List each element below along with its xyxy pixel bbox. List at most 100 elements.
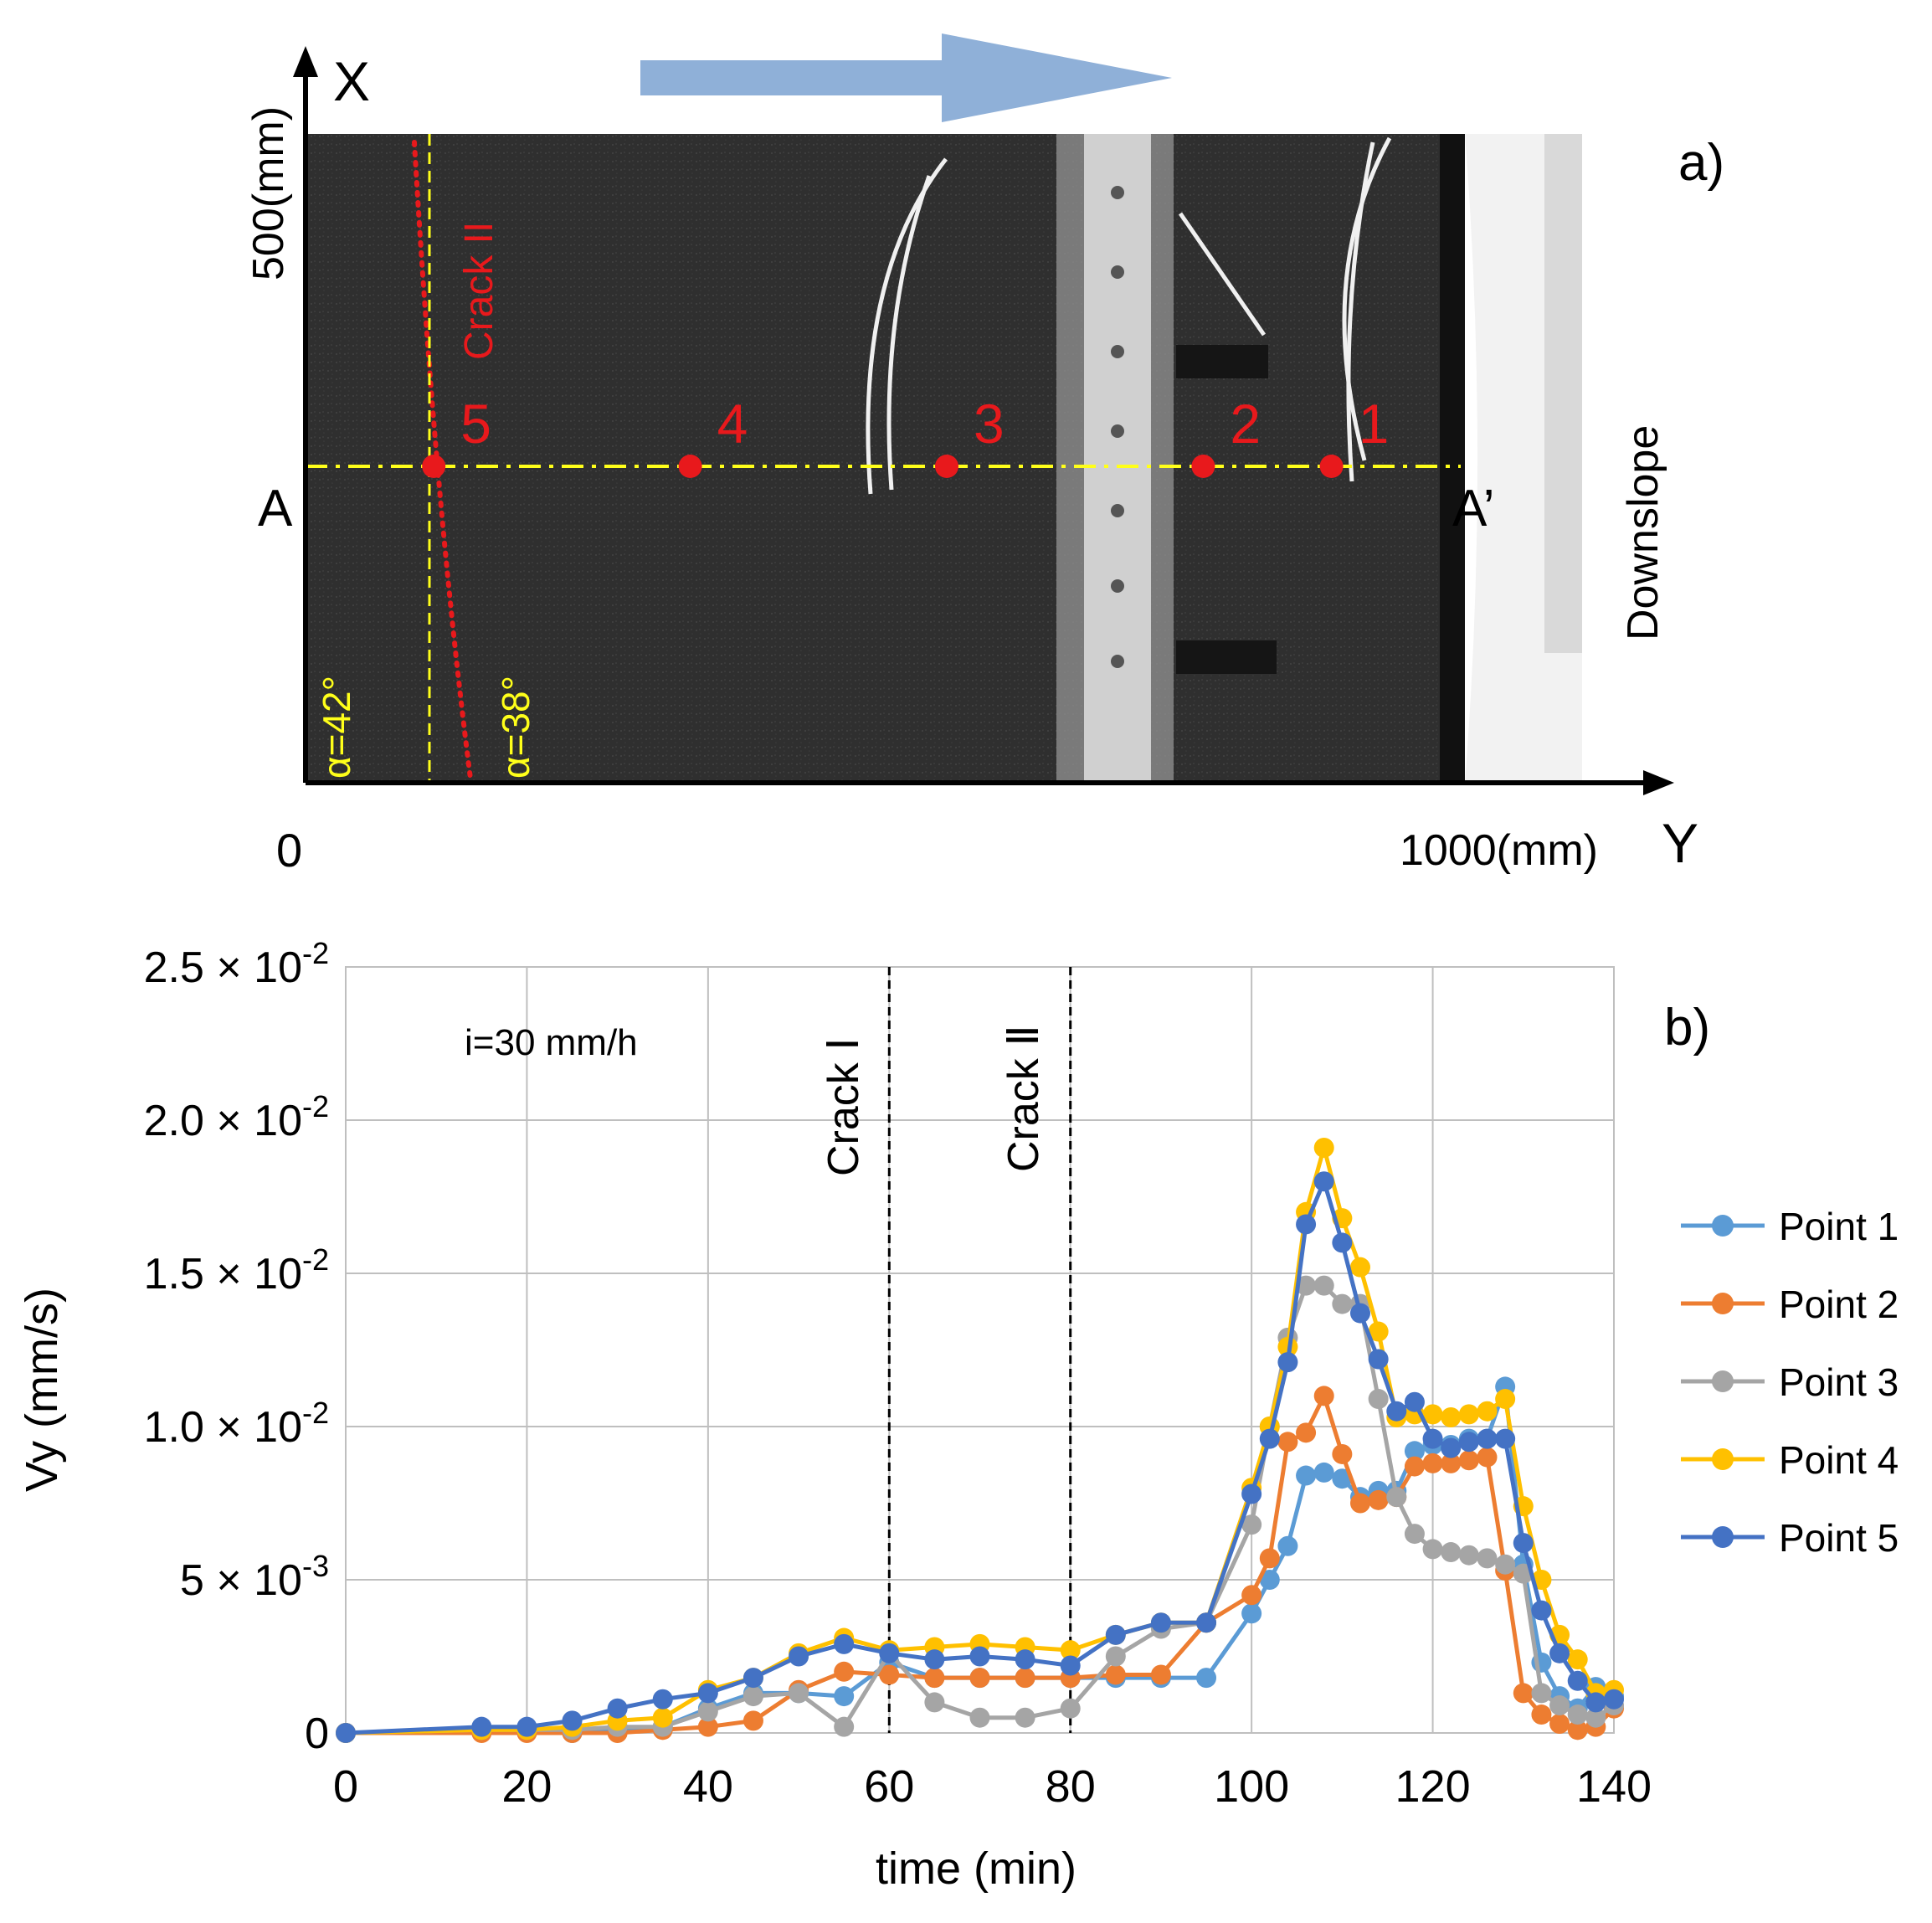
series-5-point	[1296, 1214, 1317, 1235]
series-3-point	[1241, 1514, 1262, 1535]
series-2-point	[924, 1668, 945, 1689]
series-3-point	[1105, 1646, 1126, 1667]
axis-y-letter: Y	[1662, 812, 1698, 874]
series-5-point	[1458, 1432, 1479, 1453]
point-3-marker	[935, 455, 958, 478]
series-5-point	[1015, 1649, 1035, 1670]
series-1-point	[1296, 1465, 1317, 1486]
rain-annotation: i=30 mm/h	[465, 1022, 638, 1063]
downslope-label: Downslope	[1619, 425, 1667, 640]
panel-a-label: a)	[1678, 134, 1724, 192]
x-tick-label: 120	[1395, 1761, 1471, 1812]
series-4-point	[1060, 1640, 1081, 1661]
downslope-end-texture	[1544, 134, 1582, 653]
series-5-point	[516, 1716, 537, 1737]
y-tick-label: 1.5 × 10-2	[144, 1242, 329, 1298]
series-3-point	[1549, 1695, 1570, 1716]
series-5-point	[1196, 1612, 1217, 1633]
series-5-point	[1604, 1689, 1624, 1710]
legend-label: Point 1	[1779, 1205, 1899, 1248]
series-5-point	[562, 1710, 583, 1731]
section-start-label: A	[258, 480, 293, 537]
series-3-point	[789, 1683, 809, 1704]
x-extent-label: 500(mm)	[244, 106, 293, 280]
point-3-label: 3	[974, 393, 1005, 455]
series-5-point	[697, 1683, 718, 1704]
series-2-point	[1259, 1548, 1280, 1569]
legend-label: Point 5	[1779, 1516, 1899, 1560]
slope-edge	[1440, 134, 1465, 783]
panel-a-x-axis-arrow	[293, 46, 318, 77]
series-1-point	[1241, 1603, 1262, 1624]
y-extent-label: 1000(mm)	[1400, 826, 1598, 875]
series-3-point	[924, 1692, 945, 1713]
series-4-point	[652, 1707, 673, 1728]
angle-right-label: α=38°	[494, 676, 537, 779]
angle-left-label: α=42°	[315, 676, 358, 779]
point-5-marker	[422, 455, 446, 478]
series-5-point	[1404, 1391, 1425, 1412]
panel-a-y-axis-arrow	[1643, 770, 1674, 795]
instrument-holes	[1111, 186, 1124, 668]
series-5-point	[1241, 1483, 1262, 1504]
x-tick-label: 80	[1046, 1761, 1096, 1812]
point-2-marker	[1191, 455, 1215, 478]
series-5-point	[1259, 1428, 1280, 1449]
series-2-point	[1241, 1585, 1262, 1606]
chart-grid	[345, 966, 1615, 1734]
series-3-point	[969, 1707, 990, 1728]
series-2-point	[1549, 1714, 1570, 1735]
chart-series	[336, 1137, 1624, 1743]
x-tick-label: 0	[333, 1761, 358, 1812]
series-2-point	[1441, 1453, 1462, 1473]
y-tick-label: 2.5 × 10-2	[144, 936, 329, 992]
x-tick-label: 100	[1214, 1761, 1289, 1812]
series-3-point	[1060, 1698, 1081, 1719]
x-tick-label: 140	[1576, 1761, 1652, 1812]
legend-label: Point 2	[1779, 1283, 1899, 1326]
legend-label: Point 4	[1779, 1438, 1899, 1482]
series-2-point	[1350, 1493, 1370, 1514]
series-2-point	[1150, 1664, 1171, 1685]
series-5-point	[1513, 1533, 1534, 1554]
series-5-point	[1060, 1655, 1081, 1676]
series-5-point	[1277, 1352, 1298, 1373]
series-4-point	[1350, 1257, 1370, 1278]
series-4-point	[1313, 1137, 1334, 1158]
section-end-label: A’	[1452, 480, 1495, 537]
series-2-point	[1313, 1386, 1334, 1406]
series-3-point	[1015, 1707, 1035, 1728]
legend-marker	[1712, 1448, 1734, 1470]
panel-b-label: b)	[1664, 999, 1710, 1057]
series-2-point	[1105, 1664, 1126, 1685]
series-3-point	[834, 1716, 855, 1737]
series-5-point	[969, 1646, 990, 1667]
series-4-point	[1567, 1649, 1588, 1670]
series-5-point	[471, 1716, 492, 1737]
series-2-point	[1513, 1683, 1534, 1704]
series-3-point	[1404, 1524, 1425, 1545]
series-5-point	[789, 1646, 809, 1667]
series-3-point	[1368, 1389, 1389, 1410]
series-1-point	[1404, 1441, 1425, 1462]
series-5-point	[1368, 1349, 1389, 1370]
crack-ii-label: Crack II	[457, 222, 501, 360]
series-5-point	[1495, 1428, 1516, 1449]
series-1-point	[1259, 1570, 1280, 1590]
series-3-point	[1477, 1548, 1498, 1569]
series-2-point	[1277, 1432, 1298, 1453]
series-5-point	[1332, 1232, 1353, 1253]
y-tick-label: 0	[305, 1710, 329, 1758]
point-1-label: 1	[1359, 393, 1390, 455]
series-2-point	[879, 1664, 900, 1685]
series-2-point	[1404, 1456, 1425, 1477]
series-5-point	[1150, 1612, 1171, 1633]
series-3-point	[1531, 1683, 1552, 1704]
plot-area	[345, 966, 1615, 1734]
series-1-point	[1196, 1668, 1217, 1689]
crack-markers	[887, 967, 1072, 1733]
series-3-point	[1567, 1704, 1588, 1725]
point-2-label: 2	[1230, 393, 1261, 455]
soil-photo	[306, 134, 1461, 783]
